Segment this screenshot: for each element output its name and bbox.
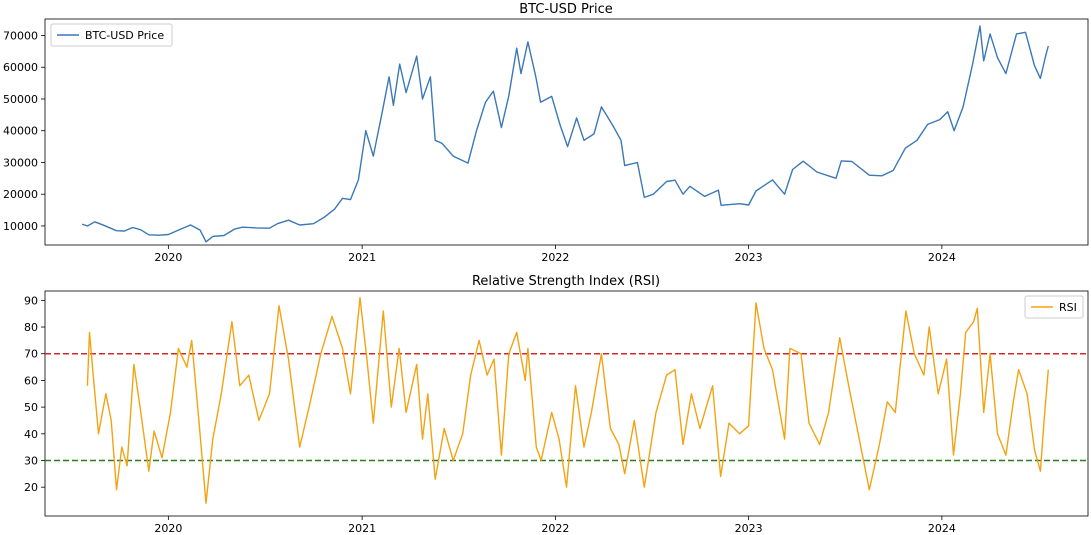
y-tick-label: 10000 bbox=[3, 220, 38, 233]
y-tick-label: 50 bbox=[24, 401, 38, 414]
rsi-plot-area bbox=[44, 290, 1089, 517]
y-tick-label: 80 bbox=[24, 321, 38, 334]
x-tick-label: 2024 bbox=[928, 251, 956, 264]
plot-frame bbox=[44, 18, 1089, 246]
x-tick-label: 2023 bbox=[735, 522, 763, 535]
x-tick-label: 2020 bbox=[154, 522, 182, 535]
y-tick-label: 60000 bbox=[3, 61, 38, 74]
y-tick-label: 70 bbox=[24, 348, 38, 361]
price-legend: BTC-USD Price bbox=[50, 23, 173, 47]
price-x-axis: 2020 2021 2022 2023 2024 bbox=[154, 245, 956, 264]
series-line bbox=[86, 297, 1049, 504]
legend-box bbox=[50, 23, 173, 47]
price-plot-area bbox=[44, 18, 1089, 246]
y-tick-label: 20 bbox=[24, 481, 38, 494]
legend-label: RSI bbox=[1059, 301, 1077, 314]
x-tick-label: 2022 bbox=[541, 251, 569, 264]
x-tick-label: 2021 bbox=[348, 522, 376, 535]
x-tick-label: 2020 bbox=[154, 251, 182, 264]
y-tick-label: 20000 bbox=[3, 188, 38, 201]
rsi-legend: RSI bbox=[1024, 295, 1084, 319]
legend-box bbox=[1024, 295, 1084, 319]
chart-title: Relative Strength Index (RSI) bbox=[472, 274, 660, 289]
chart-title: BTC-USD Price bbox=[519, 2, 613, 17]
y-tick-label: 30 bbox=[24, 454, 38, 467]
y-tick-label: 70000 bbox=[3, 30, 38, 43]
y-tick-label: 90 bbox=[24, 294, 38, 307]
y-tick-label: 40000 bbox=[3, 125, 38, 138]
series-line bbox=[81, 25, 1049, 243]
legend-label: BTC-USD Price bbox=[85, 29, 164, 42]
rsi-y-axis: 20 30 40 50 60 70 80 90 bbox=[24, 294, 45, 494]
x-tick-label: 2024 bbox=[928, 522, 956, 535]
price-y-axis: 10000 20000 30000 40000 50000 60000 70000 bbox=[3, 30, 45, 233]
plot-frame bbox=[44, 290, 1089, 517]
x-tick-label: 2023 bbox=[735, 251, 763, 264]
price-chart: BTC-USD Price 10000 20000 30000 40000 50000 6… bbox=[3, 2, 1089, 264]
y-tick-label: 50000 bbox=[3, 93, 38, 106]
x-tick-label: 2022 bbox=[541, 522, 569, 535]
rsi-chart: Relative Strength Index (RSI) 20 30 40 50 60… bbox=[24, 274, 1089, 535]
y-tick-label: 60 bbox=[24, 374, 38, 387]
y-tick-label: 40 bbox=[24, 428, 38, 441]
x-tick-label: 2021 bbox=[348, 251, 376, 264]
y-tick-label: 30000 bbox=[3, 156, 38, 169]
rsi-x-axis: 2020 2021 2022 2023 2024 bbox=[154, 516, 956, 535]
